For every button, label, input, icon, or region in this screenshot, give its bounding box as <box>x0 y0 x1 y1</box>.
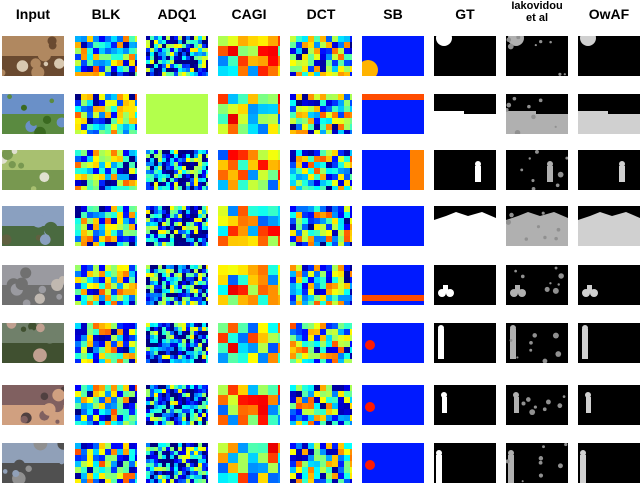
cell-r6-sb <box>362 385 424 425</box>
cell-r0-cagi <box>218 36 280 76</box>
cell-r4-owaf <box>578 265 640 305</box>
cell-r3-input <box>2 206 64 246</box>
column-header-1: BLK <box>91 6 121 22</box>
cell-r5-gt <box>434 323 496 363</box>
cell-r7-input <box>2 443 64 483</box>
cell-r5-owaf <box>578 323 640 363</box>
cell-r0-adq1 <box>146 36 208 76</box>
cell-r2-gt <box>434 150 496 190</box>
cell-r6-iakovidou <box>506 385 568 425</box>
cell-r7-dct <box>290 443 352 483</box>
cell-r4-cagi <box>218 265 280 305</box>
cell-r6-blk <box>75 385 137 425</box>
cell-r7-sb <box>362 443 424 483</box>
cell-r4-sb <box>362 265 424 305</box>
cell-r4-gt <box>434 265 496 305</box>
cell-r4-blk <box>75 265 137 305</box>
column-header-4: DCT <box>306 6 336 22</box>
cell-r1-input <box>2 94 64 134</box>
cell-r6-cagi <box>218 385 280 425</box>
cell-r6-input <box>2 385 64 425</box>
column-header-2: ADQ1 <box>157 6 197 22</box>
cell-r0-blk <box>75 36 137 76</box>
cell-r2-blk <box>75 150 137 190</box>
cell-r6-dct <box>290 385 352 425</box>
column-header-0: Input <box>15 6 51 22</box>
cell-r5-sb <box>362 323 424 363</box>
column-header-5: SB <box>383 6 403 22</box>
cell-r2-cagi <box>218 150 280 190</box>
cell-r3-blk <box>75 206 137 246</box>
cell-r3-cagi <box>218 206 280 246</box>
cell-r3-adq1 <box>146 206 208 246</box>
cell-r7-adq1 <box>146 443 208 483</box>
cell-r6-adq1 <box>146 385 208 425</box>
cell-r2-input <box>2 150 64 190</box>
cell-r3-sb <box>362 206 424 246</box>
cell-r7-gt <box>434 443 496 483</box>
cell-r0-input <box>2 36 64 76</box>
cell-r2-sb <box>362 150 424 190</box>
column-header-6: GT <box>455 6 475 22</box>
cell-r0-owaf <box>578 36 640 76</box>
cell-r3-gt <box>434 206 496 246</box>
cell-r4-iakovidou <box>506 265 568 305</box>
cell-r6-gt <box>434 385 496 425</box>
cell-r2-adq1 <box>146 150 208 190</box>
cell-r2-iakovidou <box>506 150 568 190</box>
column-header-8: OwAF <box>588 6 630 22</box>
cell-r5-iakovidou <box>506 323 568 363</box>
cell-r7-iakovidou <box>506 443 568 483</box>
cell-r0-iakovidou <box>506 36 568 76</box>
cell-r3-dct <box>290 206 352 246</box>
cell-r4-adq1 <box>146 265 208 305</box>
cell-r1-cagi <box>218 94 280 134</box>
cell-r1-adq1 <box>146 94 208 134</box>
cell-r6-owaf <box>578 385 640 425</box>
cell-r1-blk <box>75 94 137 134</box>
cell-r5-dct <box>290 323 352 363</box>
cell-r0-dct <box>290 36 352 76</box>
cell-r5-input <box>2 323 64 363</box>
cell-r3-iakovidou <box>506 206 568 246</box>
cell-r0-gt <box>434 36 496 76</box>
cell-r7-cagi <box>218 443 280 483</box>
cell-r5-cagi <box>218 323 280 363</box>
cell-r4-dct <box>290 265 352 305</box>
cell-r4-input <box>2 265 64 305</box>
column-header-3: CAGI <box>231 6 267 22</box>
cell-r2-owaf <box>578 150 640 190</box>
cell-r1-dct <box>290 94 352 134</box>
cell-r1-owaf <box>578 94 640 134</box>
cell-r1-sb <box>362 94 424 134</box>
cell-r5-blk <box>75 323 137 363</box>
column-header-7: Iakovidou et al <box>511 0 563 24</box>
cell-r1-iakovidou <box>506 94 568 134</box>
cell-r7-blk <box>75 443 137 483</box>
cell-r2-dct <box>290 150 352 190</box>
cell-r7-owaf <box>578 443 640 483</box>
cell-r0-sb <box>362 36 424 76</box>
cell-r1-gt <box>434 94 496 134</box>
cell-r3-owaf <box>578 206 640 246</box>
cell-r5-adq1 <box>146 323 208 363</box>
